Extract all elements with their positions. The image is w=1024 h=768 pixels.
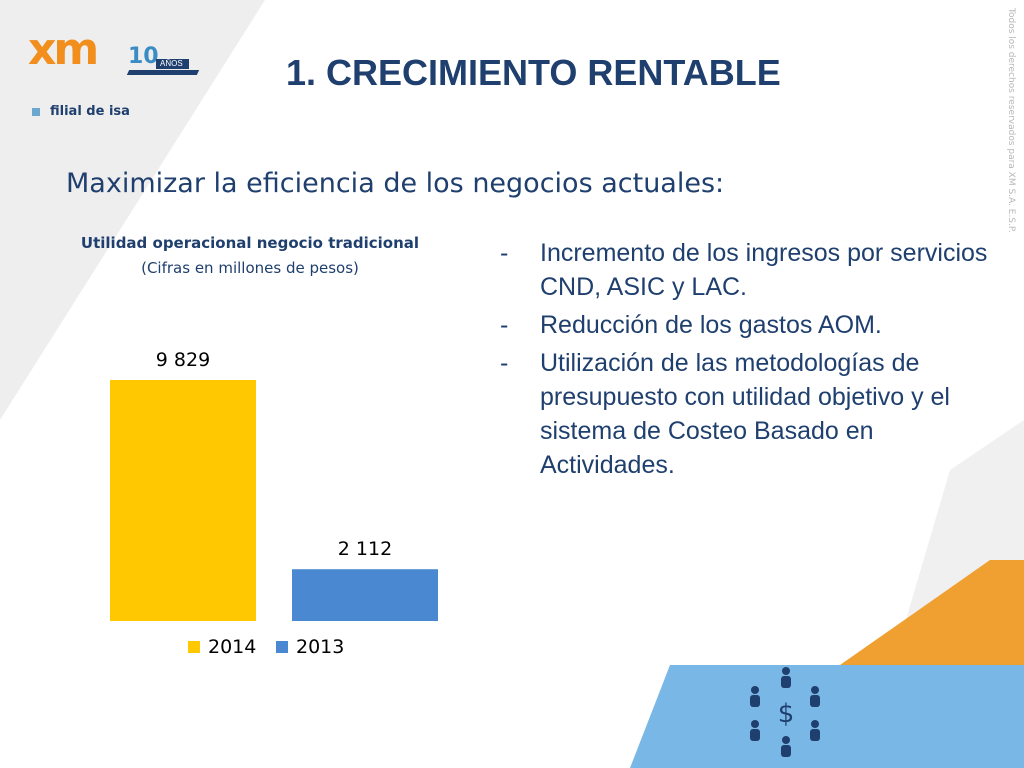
bar-2013 bbox=[292, 569, 438, 621]
blue-diagonal-band bbox=[630, 665, 1024, 768]
anniversary-word: AÑOS bbox=[156, 59, 189, 69]
data-label-2013: 2 112 bbox=[338, 538, 392, 560]
bullet-text: Reducción de los gastos AOM. bbox=[540, 311, 882, 339]
bullet-marker: - bbox=[500, 239, 509, 267]
person-icon bbox=[750, 686, 760, 707]
chart-title: Utilidad operacional negocio tradicional bbox=[80, 234, 420, 252]
person-icon bbox=[810, 686, 820, 707]
person-icon bbox=[781, 667, 791, 688]
legend-swatch-2013 bbox=[276, 641, 288, 653]
anniversary-bar bbox=[126, 70, 200, 75]
slide-subtitle: Maximizar la eficiencia de los negocios … bbox=[66, 168, 725, 199]
gray-diagonal-band bbox=[0, 0, 265, 420]
person-icon bbox=[750, 720, 760, 741]
xm-logo-wordmark: xm bbox=[28, 24, 99, 75]
legend-label-2014: 2014 bbox=[208, 636, 256, 658]
bullet-marker: - bbox=[500, 311, 509, 339]
copyright-notice: Todos los derechos reservados para XM S.… bbox=[1006, 8, 1016, 233]
legend-swatch-2014 bbox=[188, 641, 200, 653]
operating-profit-bar-chart: 9 829 2 112 2014 2013 bbox=[110, 349, 438, 658]
people-around-dollar-icon: $ bbox=[750, 667, 820, 757]
data-label-2014: 9 829 bbox=[156, 349, 210, 371]
bullet-text: Utilización de las metodologías de presu… bbox=[540, 349, 950, 479]
slide-title: 1. CRECIMIENTO RENTABLE bbox=[286, 52, 781, 93]
dollar-icon: $ bbox=[778, 699, 795, 729]
anniversary-number: 10 bbox=[128, 44, 159, 69]
bullet-marker: - bbox=[500, 349, 509, 377]
bullet-list: - Incremento de los ingresos por servici… bbox=[500, 236, 1000, 486]
bullet-item: - Reducción de los gastos AOM. bbox=[500, 308, 1000, 342]
orange-diagonal-band bbox=[840, 560, 1024, 665]
bar-2014 bbox=[110, 380, 256, 621]
bullet-text: Incremento de los ingresos por servicios… bbox=[540, 239, 988, 301]
person-icon bbox=[810, 720, 820, 741]
person-icon bbox=[781, 736, 791, 757]
bullet-item: - Utilización de las metodologías de pre… bbox=[500, 346, 1000, 482]
square-icon bbox=[32, 108, 40, 116]
chart-subtitle: (Cifras en millones de pesos) bbox=[141, 259, 359, 277]
gray-diagonal-band-right bbox=[900, 420, 1024, 640]
legend-label-2013: 2013 bbox=[296, 636, 344, 658]
bullet-item: - Incremento de los ingresos por servici… bbox=[500, 236, 1000, 304]
parent-company-label: filial de isa bbox=[50, 104, 130, 119]
xm-logo: xm 10 AÑOS filial de isa bbox=[28, 28, 208, 124]
